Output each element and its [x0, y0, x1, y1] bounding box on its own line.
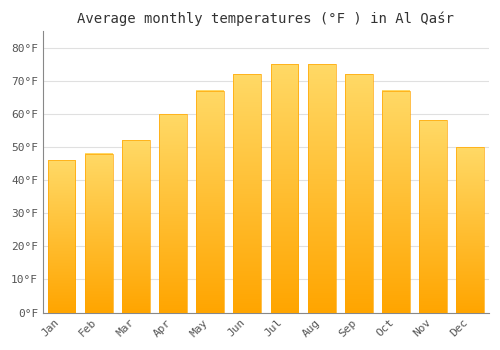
Bar — [419, 120, 447, 313]
Bar — [234, 74, 262, 313]
Bar — [48, 160, 76, 313]
Bar — [85, 154, 112, 313]
Bar — [308, 64, 336, 313]
Bar — [122, 140, 150, 313]
Bar — [456, 147, 484, 313]
Bar — [270, 64, 298, 313]
Title: Average monthly temperatures (°F ) in Al Qaśr: Average monthly temperatures (°F ) in Al… — [78, 11, 454, 26]
Bar — [159, 114, 187, 313]
Bar — [382, 91, 410, 313]
Bar — [196, 91, 224, 313]
Bar — [345, 74, 373, 313]
